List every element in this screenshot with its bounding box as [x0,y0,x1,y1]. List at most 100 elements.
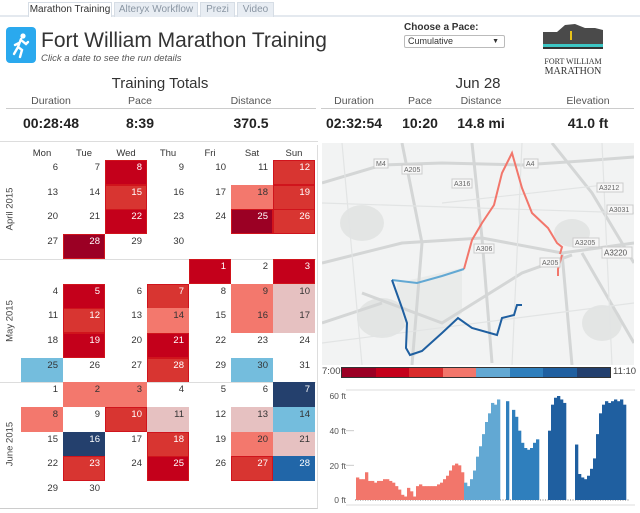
calendar-day[interactable]: 12 [273,160,315,185]
calendar-day[interactable]: 14 [273,407,315,432]
calendar-day[interactable]: 22 [47,458,58,470]
calendar-day[interactable]: 14 [89,186,100,198]
calendar-day[interactable]: 8 [105,160,147,185]
calendar-day[interactable]: 8 [220,285,226,297]
calendar-day[interactable]: 25 [231,209,273,235]
calendar-day[interactable]: 8 [21,407,63,432]
calendar-day[interactable]: 16 [63,431,105,457]
calendar-day[interactable]: 14 [147,308,189,334]
calendar-day[interactable]: 9 [178,162,184,173]
calendar-day[interactable]: 16 [231,308,273,334]
calendar-day[interactable]: 16 [173,186,184,198]
calendar-day[interactable]: 23 [257,334,268,346]
calendar-day[interactable]: 5 [220,384,226,396]
calendar-day[interactable]: 9 [94,409,100,420]
calendar-day[interactable]: 3 [105,382,147,408]
elevation-bar [371,480,375,500]
calendar-day[interactable]: 12 [215,409,226,420]
elevation-bar [605,401,609,500]
calendar-day[interactable]: 3 [273,258,315,284]
calendar-day[interactable]: 11 [258,162,268,173]
calendar-day[interactable]: 27 [47,236,58,248]
calendar-day[interactable]: 7 [147,283,189,309]
calendar-day[interactable]: 28 [63,234,105,260]
pace-legend-swatch [476,368,510,377]
elevation-bar [374,482,378,500]
calendar-day[interactable]: 21 [89,211,100,223]
calendar-day[interactable]: 24 [215,211,226,223]
calendar-day[interactable]: 1 [189,258,231,284]
calendar-day[interactable]: 28 [147,357,189,383]
calendar-day[interactable]: 23 [173,211,184,223]
calendar-day[interactable]: 20 [47,211,58,223]
calendar-day[interactable]: 26 [273,209,315,235]
calendar-day[interactable]: 13 [47,186,58,198]
calendar-day[interactable]: 22 [105,209,147,235]
calendar-day[interactable]: 13 [131,310,142,322]
calendar-day[interactable]: 21 [147,332,189,358]
route-map[interactable]: M4 A205 A4 A316 A3212 A3031 A306 A3205 A… [322,143,634,365]
calendar-day[interactable]: 4 [52,285,58,297]
calendar-day[interactable]: 19 [273,184,315,210]
calendar-day[interactable]: 10 [105,407,147,432]
calendar-day[interactable]: 19 [63,332,105,358]
calendar-day[interactable]: 25 [147,456,189,482]
calendar-day[interactable]: 6 [52,162,58,173]
calendar-day[interactable]: 27 [131,359,142,371]
elevation-bar [356,477,360,500]
pace-select[interactable]: Cumulative ▼ [404,35,505,48]
calendar-day[interactable]: 10 [273,283,315,309]
calendar-day[interactable]: 2 [262,260,268,272]
calendar-day[interactable]: 26 [89,359,100,371]
elevation-bar [485,422,489,500]
calendar-day[interactable]: 24 [131,458,142,470]
tab-prezi[interactable]: Prezi [200,2,235,17]
calendar-day[interactable]: 2 [63,382,105,408]
calendar-day[interactable]: 15 [215,310,226,322]
calendar-day[interactable]: 17 [215,186,226,198]
calendar-day[interactable]: 9 [231,283,273,309]
calendar-day[interactable]: 11 [48,310,58,322]
calendar-day[interactable]: 21 [273,431,315,457]
calendar-day[interactable]: 29 [131,236,142,248]
calendar-day[interactable]: 15 [105,184,147,210]
calendar-day[interactable]: 17 [273,308,315,334]
calendar-day[interactable]: 25 [21,357,63,383]
calendar-day[interactable]: 4 [178,384,184,396]
calendar-day[interactable]: 12 [63,308,105,334]
calendar-day[interactable]: 20 [231,431,273,457]
calendar-day[interactable]: 31 [299,359,310,371]
tab-alteryx-workflow[interactable]: Alteryx Workflow [114,2,198,17]
calendar-day[interactable]: 18 [231,184,273,210]
calendar-day[interactable]: 22 [215,334,226,346]
calendar-day[interactable]: 30 [231,357,273,383]
calendar-day[interactable]: 29 [215,359,226,371]
calendar-day[interactable]: 15 [47,433,58,445]
calendar-day[interactable]: 10 [215,162,226,173]
calendar-day[interactable]: 6 [136,285,142,297]
tab-marathon-training[interactable]: Marathon Training [28,2,112,17]
calendar-day[interactable]: 11 [147,407,189,432]
tab-video[interactable]: Video [237,2,274,17]
month-label: April 2015 [0,160,20,259]
calendar-day[interactable]: 24 [299,334,310,346]
calendar-day[interactable]: 5 [63,283,105,309]
calendar-day[interactable]: 23 [63,456,105,482]
calendar-day[interactable]: 20 [131,334,142,346]
calendar-day[interactable]: 29 [47,483,58,495]
calendar-day[interactable]: 26 [215,458,226,470]
calendar-day[interactable]: 18 [147,431,189,457]
calendar-day[interactable]: 17 [131,433,142,445]
calendar-day[interactable]: 1 [52,384,58,396]
calendar-day[interactable]: 19 [215,433,226,445]
calendar-day[interactable]: 27 [231,456,273,482]
calendar-day[interactable]: 30 [89,483,100,495]
calendar-day[interactable]: 30 [173,236,184,248]
calendar-day[interactable]: 28 [273,456,315,482]
calendar-day[interactable]: 7 [94,162,100,173]
calendar-day[interactable]: 13 [231,407,273,432]
calendar-day[interactable]: 7 [273,382,315,408]
calendar-day[interactable]: 6 [262,384,268,396]
elevation-chart[interactable] [340,385,635,510]
calendar-day[interactable]: 18 [47,334,58,346]
